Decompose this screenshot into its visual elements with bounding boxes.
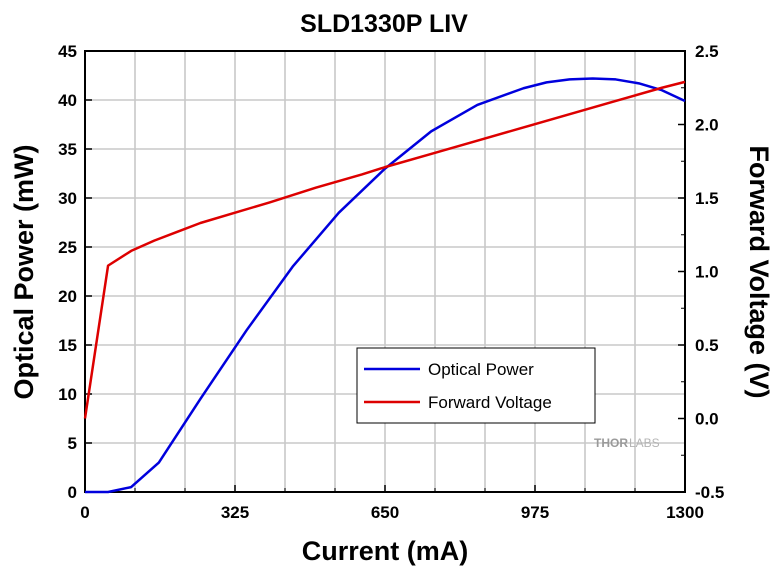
- legend-label-forward-voltage: Forward Voltage: [428, 393, 552, 412]
- x-axis-label: Current (mA): [302, 536, 469, 566]
- y-axis-label: Optical Power (mW): [9, 144, 39, 399]
- legend: Optical Power Forward Voltage: [356, 347, 596, 424]
- y-tick-label: 20: [58, 287, 77, 306]
- y-tick-label: 30: [58, 189, 77, 208]
- y-tick-label: 10: [58, 385, 77, 404]
- y-tick-label: 5: [68, 434, 77, 453]
- y-tick-label: 25: [58, 238, 77, 257]
- legend-box: [356, 347, 596, 424]
- y-axis-ticks: 0 5 10 15 20 25 30 35 40 45: [58, 42, 92, 502]
- plot-frame: [84, 50, 686, 493]
- y2-tick-label: 1.5: [695, 189, 719, 208]
- watermark-brand-b: LABS: [629, 436, 660, 450]
- x-tick-label: 325: [221, 503, 249, 522]
- x-axis-ticks: 0 325 650 975 1300: [80, 485, 704, 522]
- y2-tick-label: 1.0: [695, 263, 719, 282]
- y2-tick-label: 2.5: [695, 42, 719, 61]
- grid-lines: [85, 51, 685, 492]
- series-line-forward-voltage: [83, 80, 686, 419]
- x-tick-label: 975: [521, 503, 549, 522]
- y-tick-label: 15: [58, 336, 77, 355]
- y2-axis-label: Forward Voltage (V): [744, 145, 774, 398]
- y2-tick-label: -0.5: [695, 483, 724, 502]
- y-tick-label: 40: [58, 91, 77, 110]
- x-tick-label: 650: [371, 503, 399, 522]
- legend-label-optical-power: Optical Power: [428, 360, 534, 379]
- thorlabs-watermark: THOR LABS: [594, 436, 660, 450]
- x-tick-label: 0: [80, 503, 89, 522]
- series-group: [83, 77, 686, 494]
- y2-tick-label: 0.5: [695, 336, 719, 355]
- x-tick-label: 1300: [666, 503, 704, 522]
- y2-tick-label: 2.0: [695, 116, 719, 135]
- y-tick-label: 35: [58, 140, 77, 159]
- chart-title: SLD1330P LIV: [300, 10, 468, 38]
- y-tick-label: 0: [68, 483, 77, 502]
- y-tick-label: 45: [58, 42, 77, 61]
- y2-axis-ticks: -0.5 0.0 0.5 1.0 1.5 2.0 2.5: [678, 42, 724, 502]
- y2-tick-label: 0.0: [695, 410, 719, 429]
- series-line-optical-power: [85, 77, 686, 494]
- watermark-brand-a: THOR: [594, 436, 628, 450]
